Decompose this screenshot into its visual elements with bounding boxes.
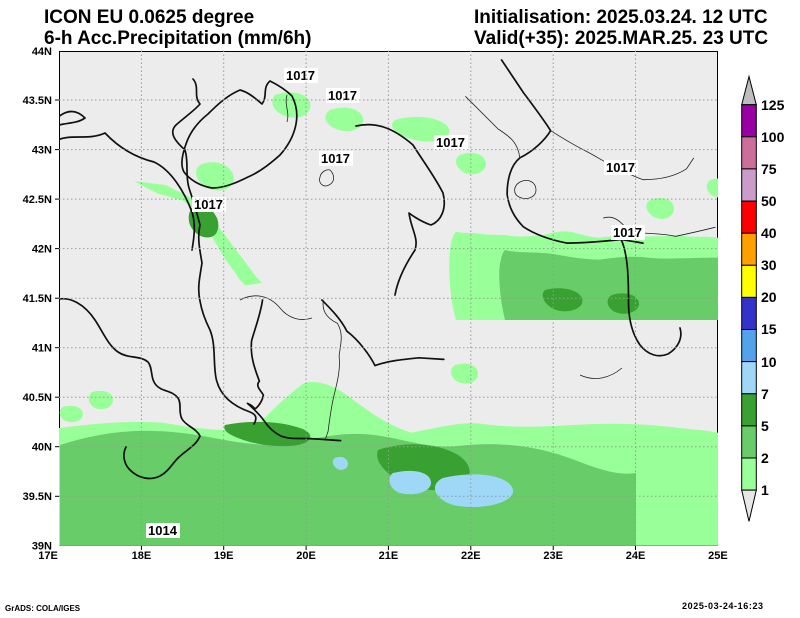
svg-text:50: 50 <box>761 193 777 209</box>
svg-text:39.5N: 39.5N <box>23 491 52 503</box>
svg-text:41N: 41N <box>32 343 52 355</box>
svg-text:43.5N: 43.5N <box>23 95 52 107</box>
svg-text:2: 2 <box>761 450 769 466</box>
svg-text:100: 100 <box>761 129 785 145</box>
svg-text:17E: 17E <box>38 550 58 562</box>
svg-text:42N: 42N <box>32 244 52 256</box>
svg-text:24E: 24E <box>626 550 646 562</box>
svg-text:25E: 25E <box>708 550 728 562</box>
svg-text:20: 20 <box>761 289 777 305</box>
svg-text:21E: 21E <box>379 550 399 562</box>
svg-text:44N: 44N <box>32 46 52 58</box>
svg-text:1: 1 <box>761 482 769 498</box>
svg-text:40.5N: 40.5N <box>23 392 52 404</box>
svg-text:42.5N: 42.5N <box>23 194 52 206</box>
svg-text:75: 75 <box>761 161 777 177</box>
svg-text:30: 30 <box>761 257 777 273</box>
svg-text:41.5N: 41.5N <box>23 293 52 305</box>
svg-text:10: 10 <box>761 354 777 370</box>
svg-text:40: 40 <box>761 225 777 241</box>
svg-text:7: 7 <box>761 386 769 402</box>
svg-text:20E: 20E <box>296 550 316 562</box>
svg-text:18E: 18E <box>132 550 152 562</box>
svg-text:19E: 19E <box>214 550 234 562</box>
svg-text:23E: 23E <box>543 550 563 562</box>
svg-text:43N: 43N <box>32 145 52 157</box>
svg-text:22E: 22E <box>461 550 481 562</box>
svg-text:40N: 40N <box>32 442 52 454</box>
svg-text:15: 15 <box>761 321 777 337</box>
svg-text:5: 5 <box>761 418 769 434</box>
svg-text:125: 125 <box>761 97 785 113</box>
